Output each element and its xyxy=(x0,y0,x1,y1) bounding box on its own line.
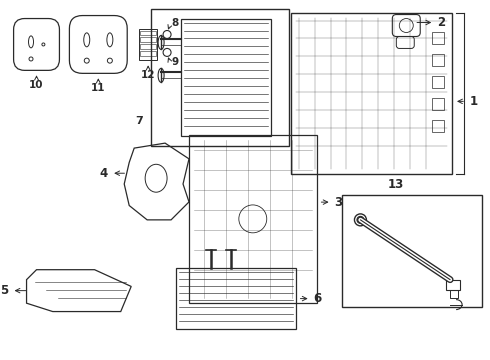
Bar xyxy=(432,54,444,66)
Text: 4: 4 xyxy=(99,167,107,180)
Text: 6: 6 xyxy=(314,292,322,305)
Text: 11: 11 xyxy=(91,83,105,93)
Text: 1: 1 xyxy=(470,95,478,108)
Text: 3: 3 xyxy=(335,195,343,209)
Bar xyxy=(139,28,157,60)
Text: 7: 7 xyxy=(135,116,143,126)
Text: 5: 5 xyxy=(0,284,9,297)
Text: 13: 13 xyxy=(388,179,404,192)
Bar xyxy=(432,120,444,132)
Bar xyxy=(450,290,458,298)
Bar xyxy=(140,44,156,49)
Bar xyxy=(140,51,156,57)
Bar xyxy=(176,268,295,329)
Bar xyxy=(343,195,482,307)
Text: 12: 12 xyxy=(141,70,155,80)
Text: 8: 8 xyxy=(171,18,178,27)
Bar xyxy=(181,19,271,136)
Bar xyxy=(432,76,444,88)
Text: 10: 10 xyxy=(29,80,44,90)
Bar xyxy=(432,98,444,110)
Bar xyxy=(140,31,156,36)
Bar xyxy=(151,9,289,146)
Bar xyxy=(140,37,156,42)
Bar xyxy=(432,32,444,44)
Text: 2: 2 xyxy=(437,16,445,29)
Ellipse shape xyxy=(354,214,367,226)
Bar xyxy=(189,135,317,303)
Bar xyxy=(446,280,460,290)
Bar xyxy=(291,13,452,174)
Text: 9: 9 xyxy=(171,57,178,67)
